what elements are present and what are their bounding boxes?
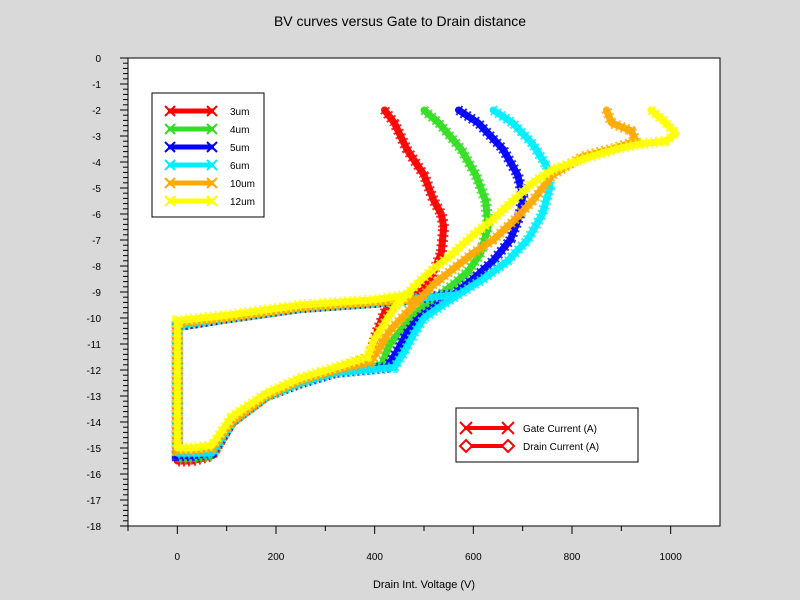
x-tick-label: 400	[366, 552, 383, 563]
legend-marker	[164, 177, 176, 189]
y-tick-label: -4	[92, 158, 101, 169]
diamond-marker	[458, 438, 474, 454]
chart-title: BV curves versus Gate to Drain distance	[274, 13, 526, 29]
y-tick-label: -9	[92, 288, 101, 299]
y-tick-label: -16	[87, 470, 102, 481]
x-tick-label: 0	[175, 552, 181, 563]
y-tick-label: -18	[87, 522, 102, 533]
series-markers-5um	[171, 105, 529, 462]
legend-marker	[206, 123, 218, 135]
legend-marker	[164, 159, 176, 171]
y-tick-label: -5	[92, 184, 101, 195]
x-axis-label: Drain Int. Voltage (V)	[373, 579, 475, 591]
series-legend: 3um 4um 5um 6um 10um 12um	[151, 92, 265, 218]
legend-label: 4um	[230, 125, 249, 136]
series-markers-12um	[171, 105, 684, 454]
legend-marker	[206, 159, 218, 171]
y-tick-label: -3	[92, 132, 101, 143]
x-tick-label: 800	[564, 552, 581, 563]
current-legend-label: Gate Current (A)	[523, 424, 597, 435]
y-tick-label: -10	[87, 314, 102, 325]
y-tick-label: -2	[92, 106, 101, 117]
legend-label: 6um	[230, 161, 249, 172]
series-markers-4um	[171, 105, 494, 464]
current-legend-box	[455, 407, 639, 463]
y-tick-label: -11	[87, 340, 101, 351]
x-axis: 0 200 400 600 800 1000	[127, 526, 683, 563]
legend-marker	[206, 177, 218, 189]
x-tick-label: 600	[465, 552, 482, 563]
y-tick-label: 0	[95, 54, 101, 65]
x-tick-label: 1000	[660, 552, 683, 563]
legend-marker	[164, 195, 176, 207]
diamond-marker	[500, 438, 516, 454]
plot-lines	[171, 105, 684, 467]
y-tick-label: -6	[92, 210, 101, 221]
y-tick-label: -1	[92, 80, 101, 91]
legend-label: 5um	[230, 143, 249, 154]
y-tick-label: -7	[92, 236, 101, 247]
legend-label: 10um	[230, 179, 255, 190]
legend-label: 12um	[230, 197, 255, 208]
legend-marker	[164, 105, 176, 117]
y-tick-label: -17	[87, 496, 102, 507]
legend-marker	[164, 141, 176, 153]
legend-label: 3um	[230, 107, 249, 118]
x-marker	[501, 421, 515, 435]
y-tick-label: -12	[87, 366, 102, 377]
y-tick-label: -8	[92, 262, 101, 273]
series-markers-10um	[171, 108, 644, 457]
legend-marker	[164, 123, 176, 135]
y-tick-label: -15	[87, 444, 102, 455]
y-axis: 0 -1 -2 -3 -4 -5 -6 -7 -8 -9 -10 -11 -12 -13 -14 -15 -16…	[87, 54, 128, 533]
current-legend-label: Drain Current (A)	[523, 442, 599, 453]
x-tick-label: 200	[268, 552, 285, 563]
legend-marker	[206, 195, 218, 207]
x-marker	[459, 421, 473, 435]
legend-marker	[206, 105, 218, 117]
current-legend: Gate Current (A) Drain Current (A)	[455, 407, 639, 463]
y-tick-label: -14	[87, 418, 102, 429]
y-tick-label: -13	[87, 392, 102, 403]
legend-marker	[206, 141, 218, 153]
